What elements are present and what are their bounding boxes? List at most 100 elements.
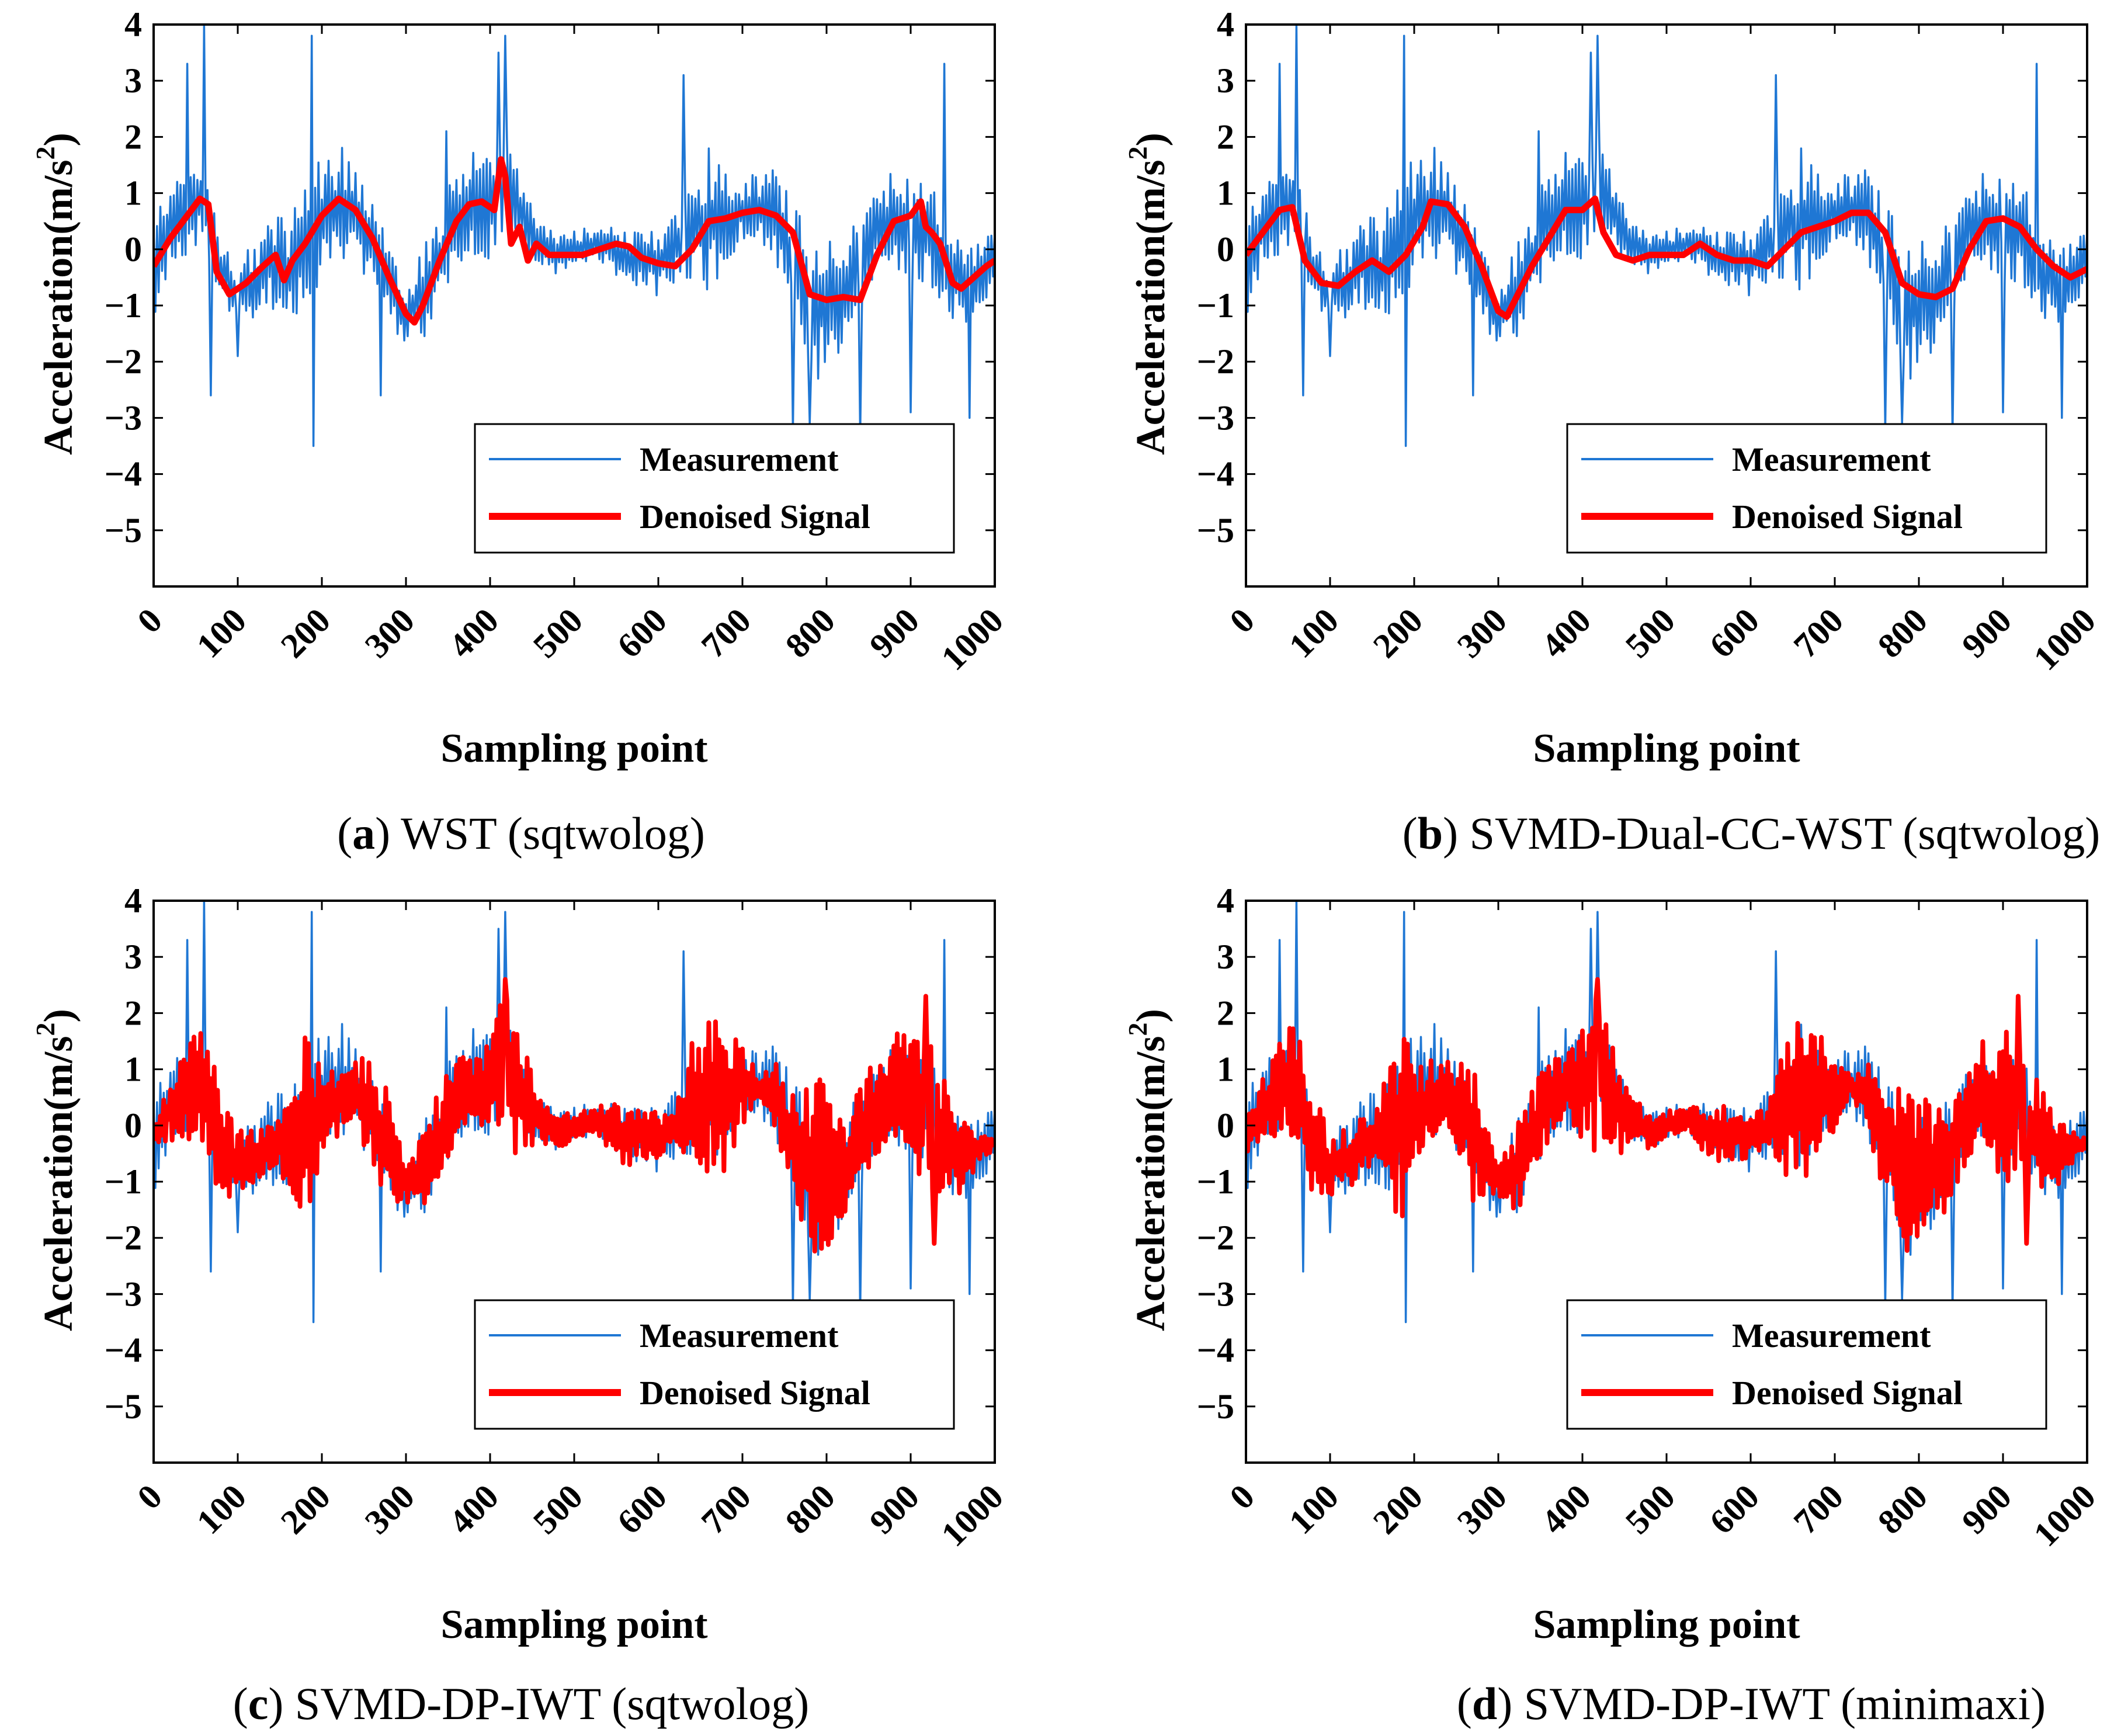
x-axis-label: Sampling point <box>1533 1602 1800 1647</box>
y-tick-label: −3 <box>1197 1275 1234 1313</box>
legend-box <box>1566 423 2047 554</box>
x-axis-label: Sampling point <box>1533 726 1800 771</box>
legend-measurement-label: Measurement <box>640 440 839 478</box>
x-axis-label: Sampling point <box>440 1602 707 1647</box>
y-tick-label: 3 <box>1217 61 1234 100</box>
caption-text: ) WST (sqtwolog) <box>375 808 705 859</box>
legend-box <box>474 423 955 554</box>
y-tick-label: 1 <box>124 1050 142 1089</box>
y-axis-label-main: Acceleration(m/s <box>36 159 81 454</box>
caption-letter: b <box>1418 808 1443 859</box>
y-tick-label: 4 <box>124 5 142 44</box>
caption-text: ) SVMD-DP-IWT (sqtwolog) <box>268 1678 809 1729</box>
y-tick-label: −2 <box>105 1218 142 1257</box>
panel-caption: (d) SVMD-DP-IWT (minimaxi) <box>1457 1678 2046 1729</box>
y-tick-label: −4 <box>1197 1331 1234 1370</box>
plot-series <box>154 901 995 1324</box>
y-axis-label-superscript: 2 <box>1123 146 1153 159</box>
plot-series <box>1246 25 2087 447</box>
caption-text: ) SVMD-Dual-CC-WST (sqtwolog) <box>1443 808 2100 859</box>
y-tick-label: 3 <box>1217 938 1234 976</box>
denoised-series-line <box>1246 977 2087 1253</box>
denoised-series-line <box>1246 195 2087 320</box>
caption-open: ( <box>233 1678 248 1729</box>
panel-caption: (c) SVMD-DP-IWT (sqtwolog) <box>233 1678 809 1729</box>
y-tick-label: 2 <box>1217 994 1234 1032</box>
caption-text: ) SVMD-DP-IWT (minimaxi) <box>1497 1678 2046 1729</box>
y-axis-label-superscript: 2 <box>1123 1022 1153 1036</box>
y-tick-label: 3 <box>124 61 142 100</box>
y-axis-label: Acceleration(m/s2) <box>30 133 81 455</box>
y-axis-label-close: ) <box>36 1009 81 1022</box>
caption-letter: c <box>248 1678 269 1729</box>
y-tick-label: 4 <box>124 881 142 920</box>
y-tick-label: −4 <box>105 1331 142 1370</box>
y-tick-label: −5 <box>1197 1387 1234 1426</box>
y-axis-label: Acceleration(m/s2) <box>30 1009 81 1331</box>
y-tick-label: 2 <box>124 994 142 1032</box>
y-tick-label: 0 <box>1217 1106 1234 1145</box>
y-tick-label: −3 <box>105 1275 142 1313</box>
legend-denoised-label: Denoised Signal <box>1732 498 1963 536</box>
y-axis-label-main: Acceleration(m/s <box>1129 1036 1174 1331</box>
caption-letter: a <box>352 808 375 859</box>
y-tick-label: −3 <box>105 398 142 437</box>
y-axis-label-main: Acceleration(m/s <box>1129 159 1174 454</box>
y-tick-label: 3 <box>124 938 142 976</box>
measurement-series-line <box>1246 25 2087 447</box>
y-axis-label: Acceleration(m/s2) <box>1123 133 1174 455</box>
legend-box <box>474 1299 955 1430</box>
y-axis-label-close: ) <box>1129 1009 1174 1022</box>
y-tick-label: −1 <box>105 1162 142 1201</box>
y-tick-label: −3 <box>1197 398 1234 437</box>
y-tick-label: −5 <box>1197 511 1234 550</box>
panel-caption: (b) SVMD-Dual-CC-WST (sqtwolog) <box>1403 808 2101 859</box>
y-tick-label: 2 <box>1217 117 1234 156</box>
y-tick-label: 1 <box>1217 1050 1234 1089</box>
y-tick-label: 4 <box>1217 5 1234 44</box>
y-axis-label: Acceleration(m/s2) <box>1123 1009 1174 1331</box>
panel-caption: (a) WST (sqtwolog) <box>337 808 705 859</box>
y-tick-label: 1 <box>1217 174 1234 213</box>
y-tick-label: −2 <box>105 342 142 381</box>
plot-series <box>1246 901 2087 1324</box>
y-tick-label: 1 <box>124 174 142 213</box>
measurement-series-line <box>154 25 995 447</box>
legend: Measurement Denoised Signal <box>474 1299 955 1430</box>
legend-denoised-label: Denoised Signal <box>1732 1374 1963 1412</box>
legend-denoised-label: Denoised Signal <box>640 1374 870 1412</box>
y-axis-label-close: ) <box>36 133 81 146</box>
y-tick-label: −1 <box>105 286 142 325</box>
y-axis-label-close: ) <box>1129 133 1174 146</box>
y-tick-label: 0 <box>1217 230 1234 269</box>
x-axis-label: Sampling point <box>440 726 707 771</box>
caption-open: ( <box>337 808 352 859</box>
legend-measurement-label: Measurement <box>1732 1317 1931 1355</box>
y-axis-label-superscript: 2 <box>30 146 60 159</box>
legend: Measurement Denoised Signal <box>1566 423 2047 554</box>
y-tick-label: −4 <box>1197 455 1234 494</box>
y-tick-label: −1 <box>1197 1162 1234 1201</box>
legend-measurement-label: Measurement <box>1732 440 1931 478</box>
y-tick-label: 4 <box>1217 881 1234 920</box>
denoised-series-line <box>154 977 995 1254</box>
caption-open: ( <box>1403 808 1418 859</box>
caption-letter: d <box>1472 1678 1497 1729</box>
y-tick-label: 0 <box>124 1106 142 1145</box>
y-tick-label: 0 <box>124 230 142 269</box>
y-tick-label: 2 <box>124 117 142 156</box>
denoised-series-line <box>154 156 995 326</box>
legend: Measurement Denoised Signal <box>474 423 955 554</box>
y-tick-label: −1 <box>1197 286 1234 325</box>
legend-denoised-label: Denoised Signal <box>640 498 870 536</box>
legend-box <box>1566 1299 2047 1430</box>
plot-series <box>154 25 995 447</box>
legend: Measurement Denoised Signal <box>1566 1299 2047 1430</box>
y-axis-label-main: Acceleration(m/s <box>36 1036 81 1331</box>
legend-measurement-label: Measurement <box>640 1317 839 1355</box>
